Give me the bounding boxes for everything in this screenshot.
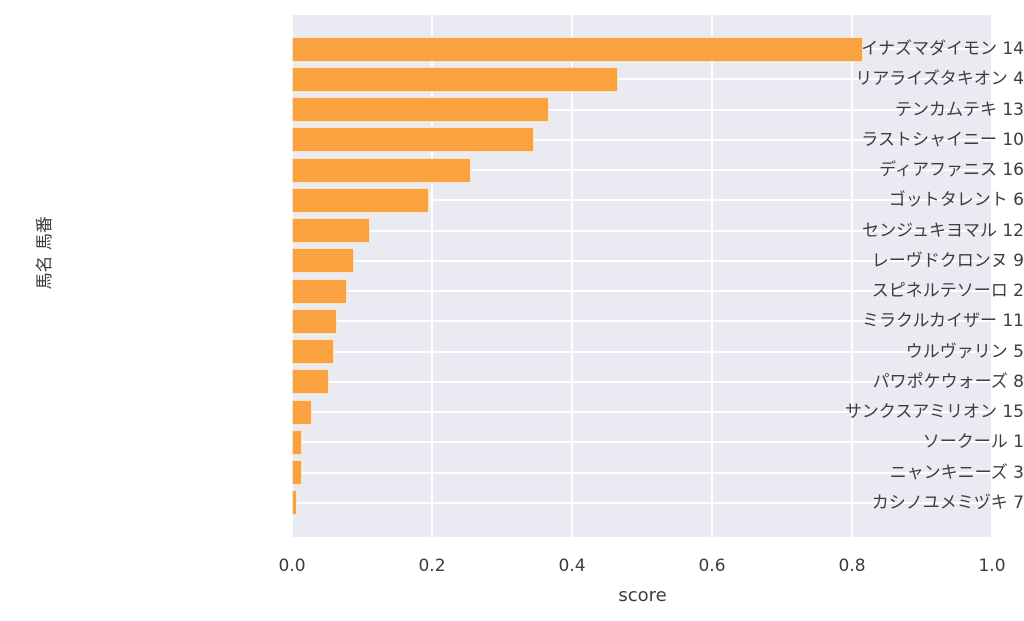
category-tick-label: ラストシャイニー 10: [861, 129, 1024, 150]
x-tick-label: 0.4: [558, 556, 586, 576]
category-tick-label: リアライズタキオン 4: [855, 69, 1024, 90]
bar: [292, 339, 334, 364]
bar: [292, 460, 302, 485]
category-tick-label: ソークール 1: [922, 432, 1024, 453]
horizontal-gridline: [292, 259, 993, 262]
plot-area: [291, 15, 993, 537]
category-tick-label: ディアファニス 16: [879, 160, 1024, 180]
horizontal-gridline: [292, 320, 993, 323]
horizontal-gridline: [292, 501, 993, 504]
x-tick-label: 0.6: [698, 556, 726, 576]
category-tick-label: センジュキヨマル 12: [862, 220, 1024, 241]
x-tick-label: 0.2: [418, 556, 446, 576]
bar: [292, 66, 618, 92]
horizontal-gridline: [292, 108, 993, 111]
bar: [292, 278, 348, 304]
x-tick-label: 0.0: [278, 556, 306, 576]
horizontal-gridline: [292, 229, 993, 232]
x-tick-label: 1.0: [978, 556, 1006, 576]
bar: [292, 248, 355, 274]
category-tick-label: テンカムテキ 13: [894, 99, 1024, 120]
horizontal-gridline: [292, 169, 993, 171]
category-tick-label: レーヴドクロンヌ 9: [871, 250, 1024, 271]
vertical-gridline: [711, 15, 713, 537]
category-tick-label: パワポケウォーズ 8: [872, 371, 1024, 392]
bar: [292, 369, 330, 395]
bar: [292, 97, 549, 122]
bar: [292, 399, 313, 425]
horizontal-gridline: [292, 471, 993, 474]
vertical-gridline: [291, 15, 293, 537]
vertical-gridline: [991, 15, 993, 537]
x-tick-label: 0.8: [838, 556, 866, 576]
y-axis-label: 馬名 馬番: [35, 216, 56, 290]
horizontal-gridline: [292, 199, 993, 202]
category-tick-label: ウルヴァリン 5: [905, 341, 1024, 362]
x-axis-label: score: [618, 585, 667, 606]
horizontal-gridline: [292, 380, 993, 383]
horizontal-gridline: [292, 441, 993, 444]
horizontal-gridline: [292, 290, 993, 292]
category-tick-label: カシノユメミヅキ 7: [871, 492, 1024, 513]
horizontal-gridline: [292, 138, 993, 141]
bar: [292, 429, 302, 455]
category-tick-label: ニャンキニーズ 3: [889, 462, 1024, 483]
bar: [292, 187, 430, 213]
category-tick-label: スピネルテソーロ 2: [871, 281, 1024, 301]
bar: [292, 157, 471, 183]
category-tick-label: イナズマダイモン 14: [861, 39, 1024, 59]
bar: [292, 218, 370, 243]
horizontal-gridline: [292, 350, 993, 353]
vertical-gridline: [851, 15, 853, 537]
category-tick-label: ゴットタレント 6: [888, 190, 1024, 211]
vertical-gridline: [431, 15, 433, 537]
bar: [292, 308, 337, 334]
category-tick-label: サンクスアミリオン 15: [844, 402, 1024, 422]
vertical-gridline: [571, 15, 573, 537]
bar: [292, 127, 534, 153]
horizontal-gridline: [292, 411, 993, 413]
category-tick-label: ミラクルカイザー 11: [861, 311, 1024, 332]
bar: [292, 36, 863, 62]
bar: [292, 490, 297, 516]
horizontal-gridline: [292, 78, 993, 81]
